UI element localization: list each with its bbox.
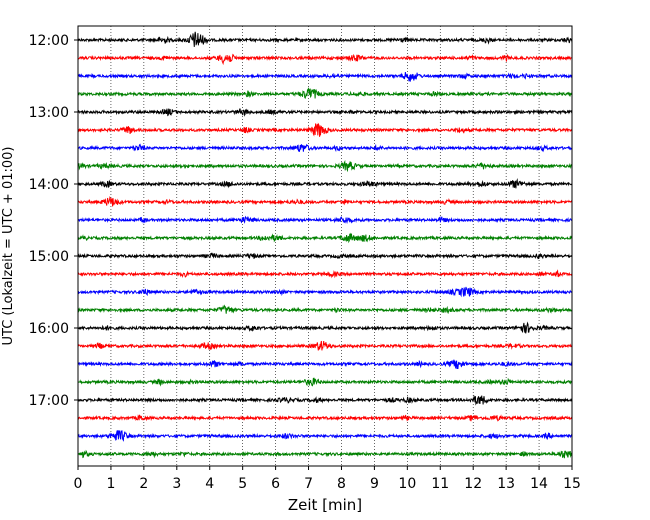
x-tick-label: 0 bbox=[74, 476, 83, 492]
plot-frame bbox=[77, 25, 573, 467]
trace-line bbox=[77, 53, 573, 66]
trace-line bbox=[77, 31, 573, 47]
x-tick-label: 13 bbox=[497, 476, 515, 492]
trace-line bbox=[77, 414, 573, 422]
trace-line bbox=[77, 252, 573, 260]
y-tick-label: 16:00 bbox=[29, 321, 69, 337]
trace-line bbox=[77, 108, 573, 117]
x-tick-label: 15 bbox=[563, 476, 581, 492]
y-tick-label: 17:00 bbox=[29, 393, 69, 409]
trace-line bbox=[77, 143, 573, 153]
trace-line bbox=[77, 359, 573, 370]
trace-line bbox=[77, 286, 573, 298]
x-tick-label: 1 bbox=[106, 476, 115, 492]
y-axis-label: UTC (Lokalzeit = UTC + 01:00) bbox=[1, 147, 16, 346]
x-tick-label: 14 bbox=[530, 476, 548, 492]
x-tick-label: 6 bbox=[271, 476, 280, 492]
x-tick-label: 7 bbox=[304, 476, 313, 492]
trace-line bbox=[77, 72, 573, 82]
seismic-traces bbox=[77, 31, 573, 459]
x-tick-label: 3 bbox=[172, 476, 181, 492]
x-tick-label: 8 bbox=[337, 476, 346, 492]
trace-line bbox=[77, 87, 573, 99]
trace-line bbox=[77, 430, 573, 442]
trace-line bbox=[77, 394, 573, 406]
x-tick-label: 12 bbox=[464, 476, 482, 492]
trace-line bbox=[77, 122, 573, 137]
y-tick-label: 12:00 bbox=[29, 33, 69, 49]
x-tick-label: 10 bbox=[398, 476, 416, 492]
trace-line bbox=[77, 340, 573, 351]
x-tick-label: 4 bbox=[205, 476, 214, 492]
trace-line bbox=[77, 449, 573, 459]
x-axis: 0 1 2 3 4 5 6 7 8 9 10 11 12 13 14 15 bbox=[74, 466, 581, 492]
y-axis: 12:00 13:00 14:00 15:00 16:00 17:00 bbox=[29, 33, 78, 409]
trace-line bbox=[77, 232, 573, 244]
x-tick-label: 5 bbox=[238, 476, 247, 492]
trace-line bbox=[77, 269, 573, 279]
x-tick-label: 9 bbox=[370, 476, 379, 492]
trace-line bbox=[77, 215, 573, 225]
x-tick-label: 2 bbox=[139, 476, 148, 492]
y-tick-label: 14:00 bbox=[29, 177, 69, 193]
vertical-gridlines bbox=[110, 26, 540, 466]
x-tick-label: 11 bbox=[431, 476, 449, 492]
trace-line bbox=[77, 178, 573, 189]
trace-line bbox=[77, 377, 573, 387]
y-tick-label: 15:00 bbox=[29, 249, 69, 265]
trace-line bbox=[77, 195, 573, 207]
trace-line bbox=[77, 159, 573, 173]
trace-line bbox=[77, 304, 573, 315]
trace-line bbox=[77, 321, 573, 334]
y-tick-label: 13:00 bbox=[29, 105, 69, 121]
x-axis-label: Zeit [min] bbox=[288, 496, 362, 514]
